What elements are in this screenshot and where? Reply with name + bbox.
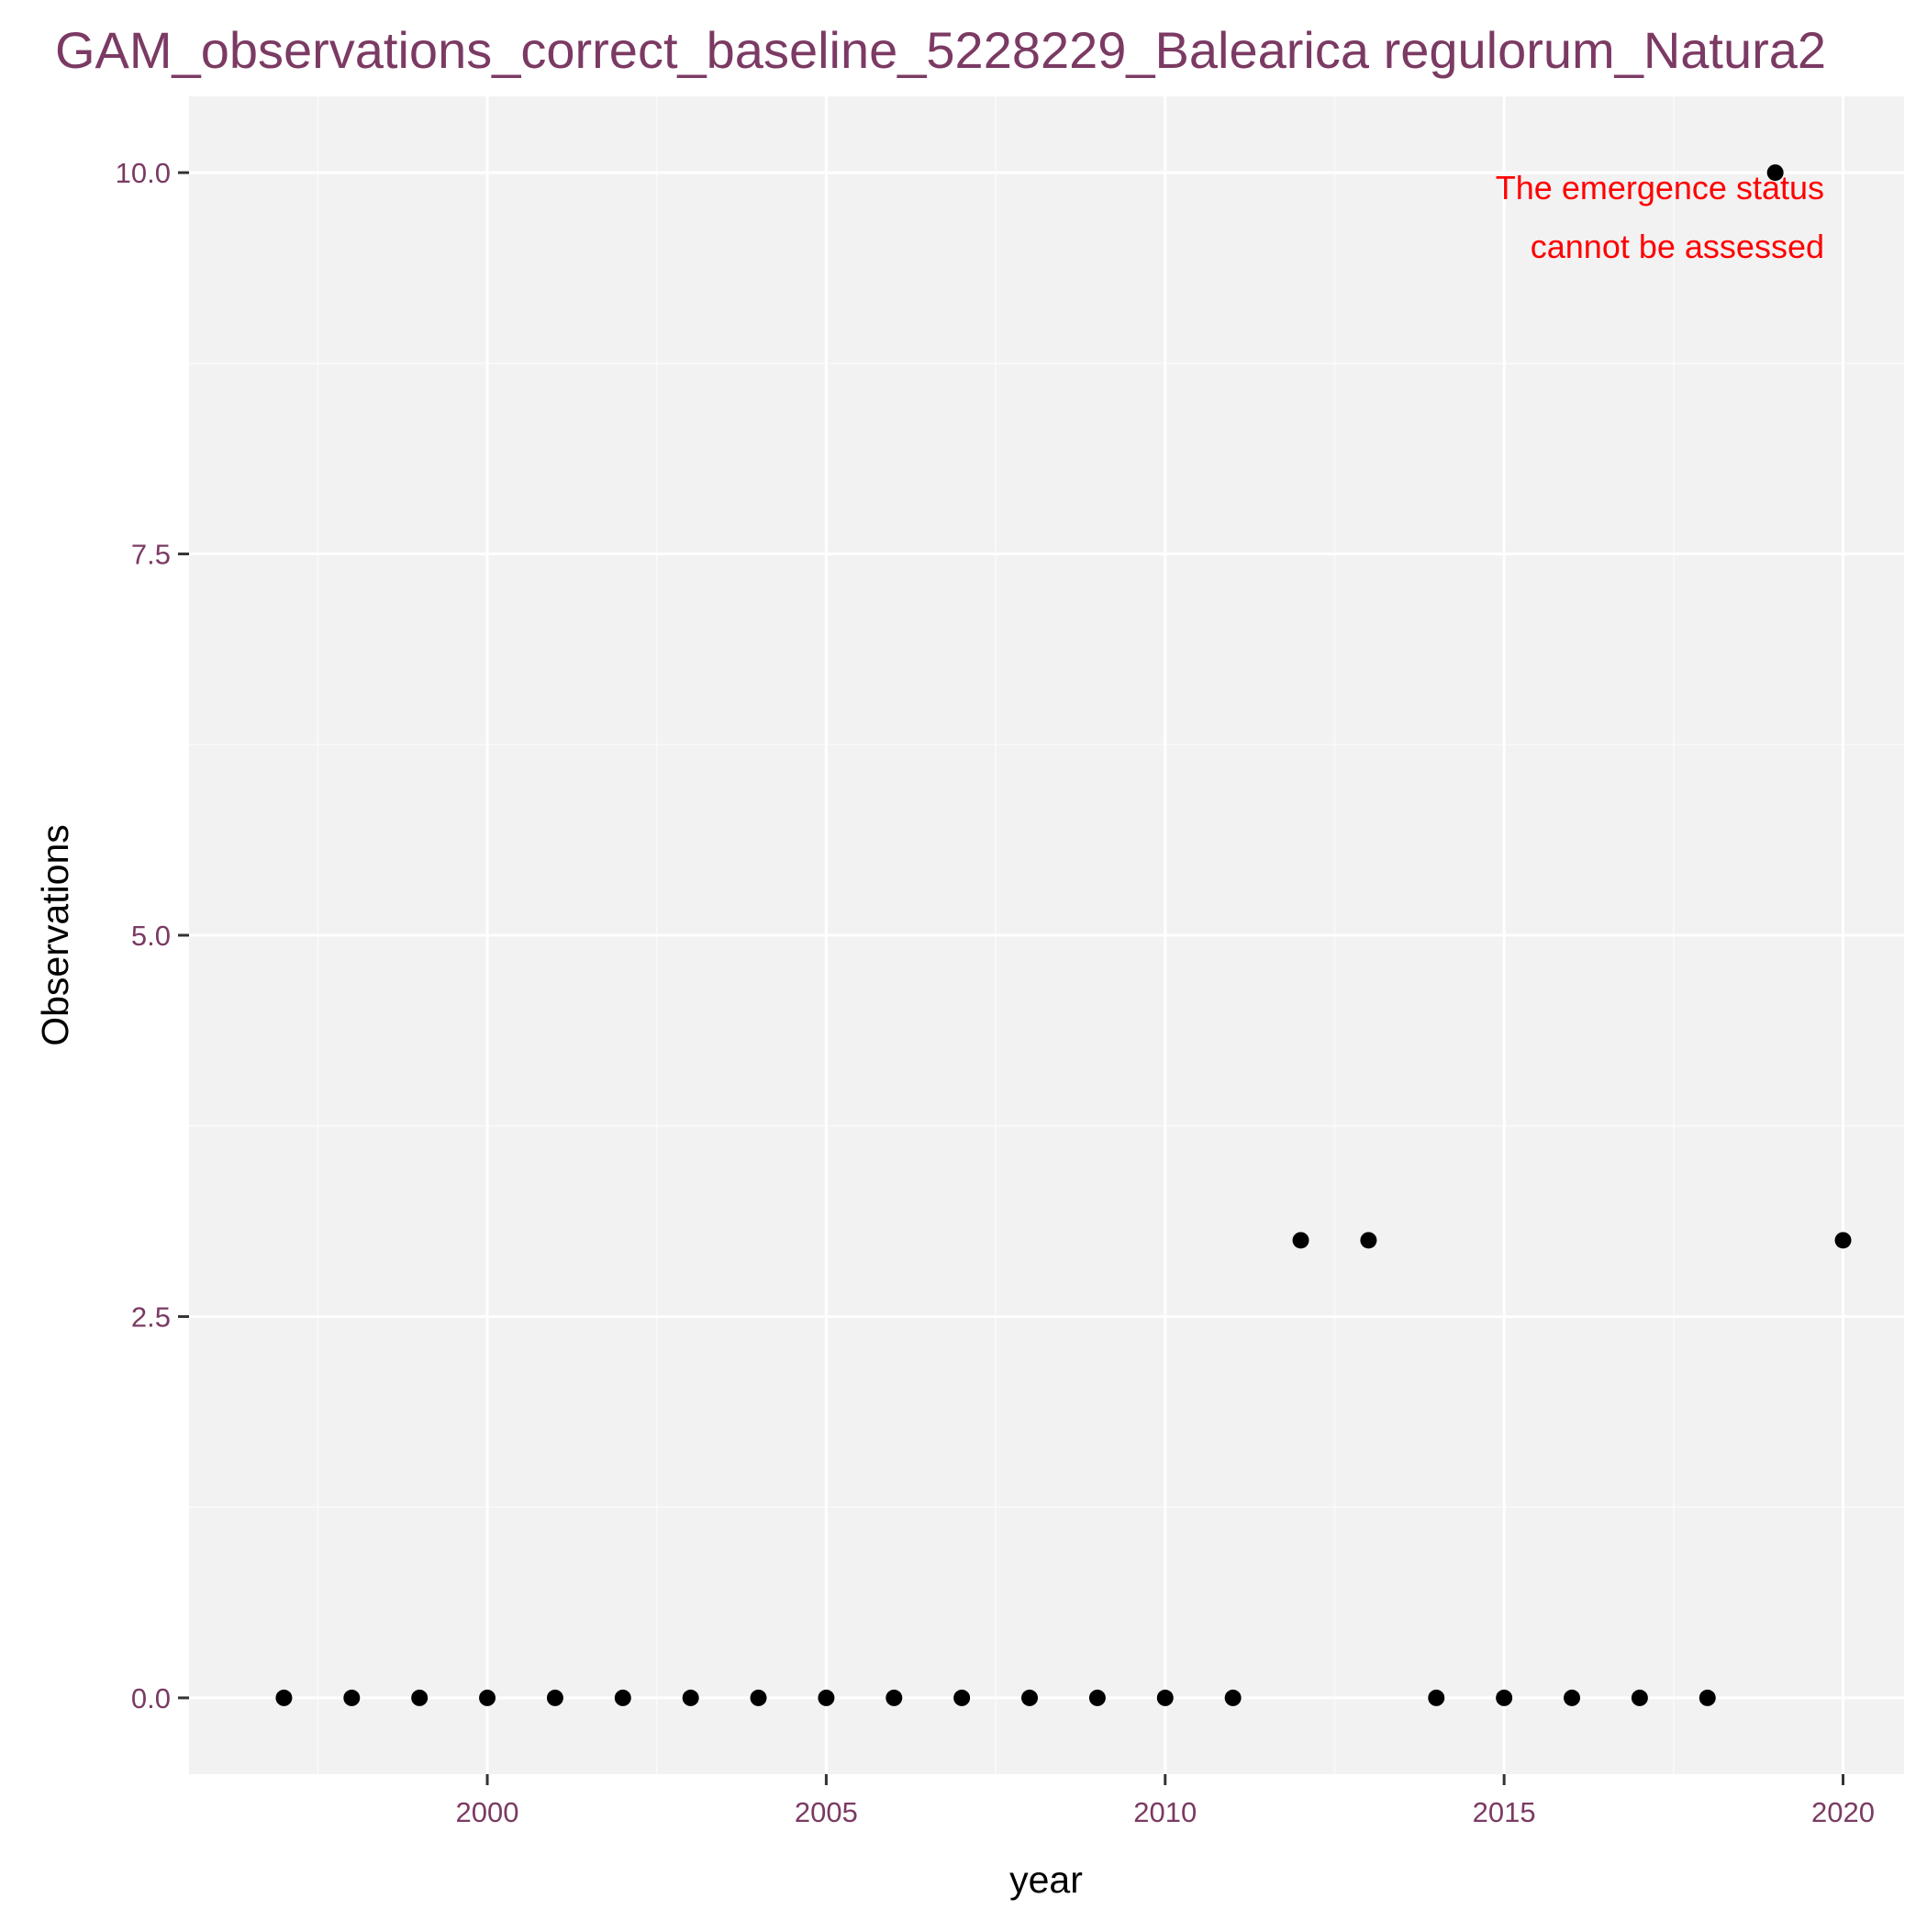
- data-point: [1021, 1689, 1039, 1706]
- data-point: [818, 1689, 835, 1706]
- annotation: The emergence status cannot be assessed: [1496, 169, 1824, 265]
- data-point: [1631, 1689, 1648, 1706]
- y-axis-title: Observations: [34, 824, 76, 1046]
- data-point: [1564, 1689, 1581, 1706]
- data-point: [682, 1689, 699, 1706]
- data-point: [546, 1689, 563, 1706]
- y-tick-label: 5.0: [131, 920, 171, 952]
- x-tick-label: 2000: [456, 1796, 519, 1828]
- data-point: [1766, 164, 1784, 182]
- x-axis: 2000 2005 2010 2015 2020: [456, 1774, 1875, 1828]
- y-axis: 0.0 2.5 5.0 7.5 10.0: [116, 157, 189, 1714]
- data-point: [411, 1689, 429, 1706]
- y-tick-label: 10.0: [116, 157, 171, 189]
- data-point: [479, 1689, 496, 1706]
- data-point: [953, 1689, 971, 1706]
- data-point: [1699, 1689, 1716, 1706]
- data-point: [750, 1689, 767, 1706]
- data-point: [1834, 1232, 1852, 1249]
- data-point: [1428, 1689, 1445, 1706]
- data-point: [1156, 1689, 1174, 1706]
- data-point: [886, 1689, 903, 1706]
- major-gridlines: [189, 96, 1904, 1774]
- annotation-line: cannot be assessed: [1531, 228, 1824, 265]
- data-point: [1224, 1689, 1242, 1706]
- x-tick-label: 2020: [1811, 1796, 1875, 1828]
- x-tick-label: 2015: [1473, 1796, 1536, 1828]
- y-tick-label: 2.5: [131, 1301, 171, 1333]
- data-point: [275, 1689, 293, 1706]
- y-tick-label: 0.0: [131, 1682, 171, 1714]
- data-point: [343, 1689, 361, 1706]
- y-tick-label: 7.5: [131, 539, 171, 571]
- annotation-line: The emergence status: [1496, 169, 1824, 207]
- data-point: [1496, 1689, 1513, 1706]
- data-points: [275, 164, 1852, 1706]
- data-point: [1088, 1689, 1106, 1706]
- data-point: [1360, 1232, 1377, 1249]
- x-tick-label: 2010: [1133, 1796, 1197, 1828]
- data-point: [614, 1689, 631, 1706]
- chart-title: GAM_observations_correct_baseline_522822…: [55, 21, 1826, 79]
- x-axis-title: year: [1009, 1859, 1083, 1901]
- data-point: [1292, 1232, 1309, 1249]
- x-tick-label: 2005: [795, 1796, 858, 1828]
